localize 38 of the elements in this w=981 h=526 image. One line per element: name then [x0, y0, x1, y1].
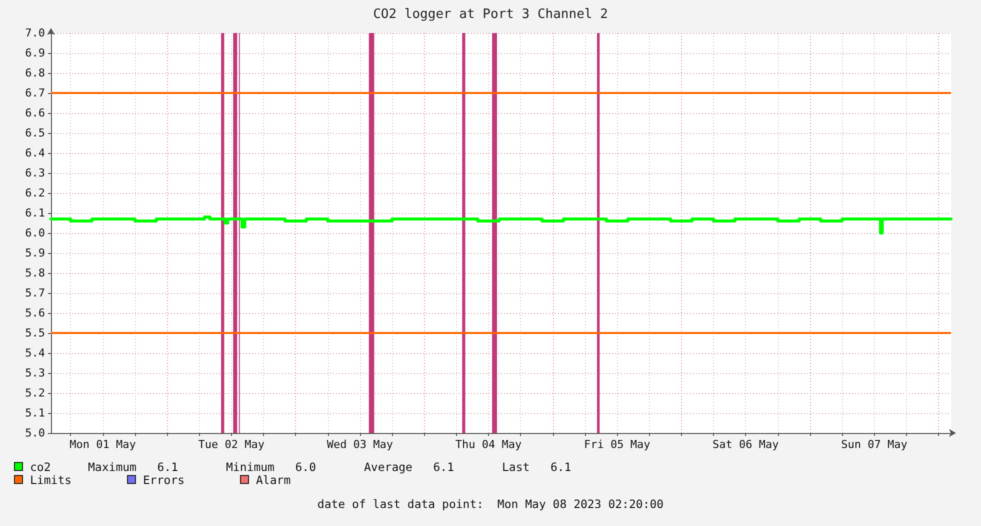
y-tick-label: 6.5	[25, 126, 45, 140]
y-tick-label: 5.2	[25, 386, 45, 400]
y-tick-label: 6.4	[25, 146, 46, 160]
y-tick-label: 5.9	[25, 246, 45, 260]
x-tick-label: Tue 02 May	[198, 438, 265, 451]
legend-label: Errors	[143, 472, 185, 486]
y-tick-label: 5.8	[25, 266, 45, 280]
text: Last 6.1	[502, 460, 572, 474]
legend-label: Limits	[30, 472, 72, 486]
y-tick-label: 6.8	[25, 66, 45, 80]
y-tick-label: 5.5	[25, 326, 45, 340]
x-tick-label: Sat 06 May	[712, 438, 780, 451]
y-tick-label: 5.7	[25, 286, 45, 300]
y-tick-label: 6.7	[25, 86, 45, 100]
y-tick-label: 5.1	[25, 406, 45, 420]
legend-label: co2	[30, 460, 51, 474]
chart-title: CO2 logger at Port 3 Channel 2	[373, 7, 608, 22]
y-tick-label: 6.9	[25, 46, 45, 60]
y-tick-label: 5.4	[25, 346, 46, 360]
text: Minimum 6.0	[226, 460, 318, 474]
text: Average 6.1	[364, 460, 456, 474]
x-tick-label: Sun 07 May	[841, 438, 908, 451]
x-tick-label: Fri 05 May	[584, 438, 651, 451]
x-tick-label: Thu 04 May	[455, 438, 522, 451]
y-tick-label: 6.0	[25, 226, 45, 240]
y-tick-label: 5.0	[25, 426, 45, 440]
x-tick-label: Wed 03 May	[326, 438, 394, 451]
legend-label: Alarm	[256, 472, 291, 486]
text: date of last data point: Mon May 08 2023 02:20:00	[316, 497, 665, 511]
y-tick-label: 6.1	[25, 206, 45, 220]
y-tick-label: 7.0	[25, 26, 45, 40]
x-tick-label: Mon 01 May	[70, 438, 136, 451]
y-tick-label: 6.3	[25, 166, 45, 180]
y-tick-label: 6.2	[25, 186, 45, 200]
y-tick-label: 6.6	[25, 106, 45, 120]
text: Maximum 6.1	[88, 460, 180, 474]
y-tick-label: 5.3	[25, 366, 45, 380]
y-tick-label: 5.6	[25, 306, 45, 320]
